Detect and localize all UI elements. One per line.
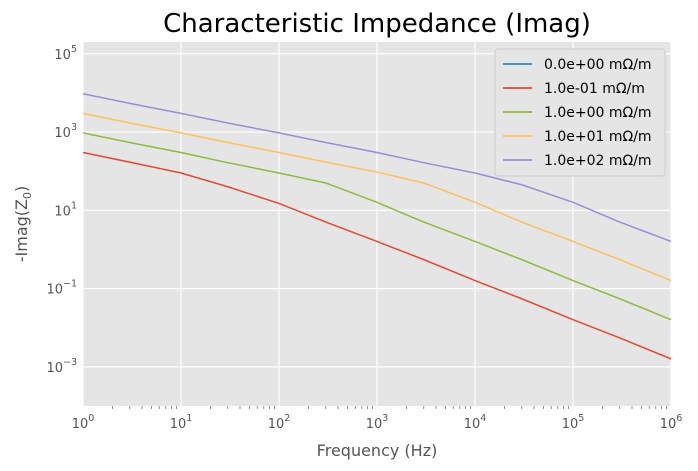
series-line — [82, 151, 672, 360]
x-tick-label: 101 — [170, 413, 193, 432]
x-tick-label: 103 — [366, 413, 389, 432]
y-tick-label: 105 — [54, 44, 77, 63]
x-tick-label: 105 — [562, 413, 585, 432]
x-axis-label: Frequency (Hz) — [317, 441, 438, 460]
x-tick-labels: 100 101 102 103 104 105 106 — [72, 413, 683, 432]
y-tick-label: 10−3 — [46, 357, 77, 376]
series-line — [82, 132, 672, 321]
x-tick-label: 102 — [268, 413, 291, 432]
series-line — [82, 93, 672, 243]
series-lines — [82, 93, 672, 360]
x-tick-label: 104 — [464, 413, 487, 432]
legend-label: 1.0e+01 mΩ/m — [544, 129, 652, 145]
legend-label: 1.0e+02 mΩ/m — [544, 153, 652, 169]
y-tick-label: 10−1 — [46, 279, 77, 298]
legend-label: 1.0e+00 mΩ/m — [544, 105, 652, 121]
x-tick-label: 106 — [660, 413, 683, 432]
legend-box — [494, 48, 666, 177]
series-line — [82, 112, 672, 282]
legend: 0.0e+00 mΩ/m 1.0e-01 mΩ/m 1.0e+00 mΩ/m 1.0e… — [494, 48, 666, 177]
x-tick-label: 100 — [72, 413, 95, 432]
minor-ticks — [112, 406, 667, 409]
y-axis-label: -Imag(Z0) — [12, 186, 34, 263]
y-tick-label: 103 — [54, 122, 77, 141]
y-tick-label: 101 — [54, 200, 77, 219]
chart-title: Characteristic Impedance (Imag) — [163, 9, 591, 39]
y-tick-labels: 10−3 10−1 101 103 105 — [46, 44, 77, 376]
legend-label: 1.0e-01 mΩ/m — [544, 81, 645, 97]
legend-label: 0.0e+00 mΩ/m — [544, 57, 652, 73]
